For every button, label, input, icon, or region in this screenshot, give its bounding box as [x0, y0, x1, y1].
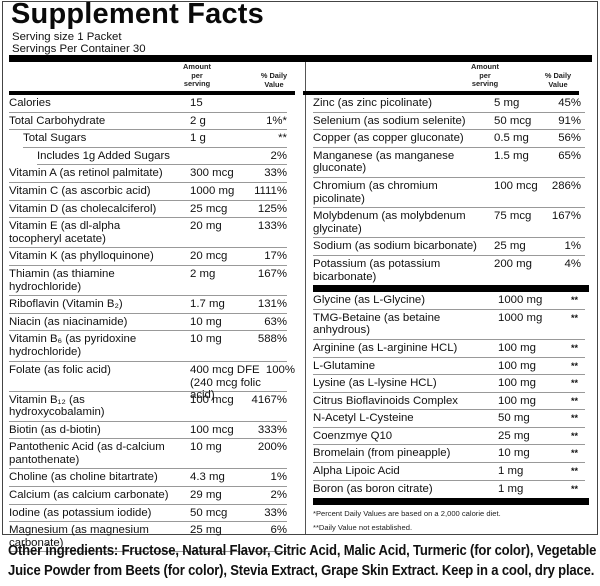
nutrient-row: Vitamin B₁₂ (as hydroxycobalamin) 100 mcg… — [9, 392, 287, 422]
nutrient-row: Total Sugars 1 g ** — [23, 130, 287, 148]
nutrient-row: Choline (as choline bitartrate) 4.3 mg 1% — [9, 469, 287, 488]
nutrient-row: Vitamin B₆ (as pyridoxine hydrochloride)… — [9, 331, 287, 362]
nutrient-row: Riboflavin (Vitamin B₂) 1.7 mg 131% — [9, 296, 287, 314]
ingredient-row: Citrus Bioflavinoids Complex 100 mg ** — [313, 393, 585, 411]
ingredient-row: L-Glutamine 100 mg ** — [313, 358, 585, 376]
ingredient-row: Alpha Lipoic Acid 1 mg ** — [313, 463, 585, 481]
nutrient-row: Calcium (as calcium carbonate) 29 mg 2% — [9, 487, 287, 505]
mineral-row: Manganese (as manganese gluconate) 1.5 mg… — [313, 148, 585, 178]
ingredient-row: Glycine (as L-Glycine) 1000 mg ** — [313, 292, 585, 310]
nutrient-row: Includes 1g Added Sugars 2% — [37, 148, 287, 166]
ingredient-row: Boron (as boron citrate) 1 mg ** — [313, 482, 578, 495]
nutrient-row: Biotin (as d-biotin) 100 mcg 333% — [9, 422, 287, 440]
serving-size: Serving size 1 Packet — [12, 31, 122, 43]
footnote-daily-value: *Percent Daily Values are based on a 2,0… — [313, 509, 501, 519]
nutrient-row: Total Carbohydrate 2 g 1%* — [9, 113, 287, 131]
ingredient-row: Lysine (as L-lysine HCL) 100 mg ** — [313, 375, 585, 393]
nutrient-row: Iodine (as potassium iodide) 50 mcg 33% — [9, 505, 287, 523]
ingredient-row: N-Acetyl L-Cysteine 50 mg ** — [313, 410, 585, 428]
mineral-row: Selenium (as sodium selenite) 50 mcg 91% — [313, 113, 585, 131]
ingredient-row: Arginine (as L-arginine HCL) 100 mg ** — [313, 340, 585, 358]
top-thick-divider — [9, 55, 592, 62]
right-column: Amount per serving % Daily Value Zinc (a… — [303, 62, 592, 533]
column-header: Amount per serving % Daily Value — [9, 62, 295, 91]
nutrient-row: Vitamin A (as retinol palmitate) 300 mcg 3… — [9, 165, 287, 183]
left-column: Amount per serving % Daily Value Calorie… — [9, 62, 295, 553]
nutrient-row: Pantothenic Acid (as d-calcium pantothen… — [9, 439, 287, 470]
nutrient-row: Folate (as folic acid) 400 mcg DFE 100% (24… — [9, 363, 295, 402]
nutrient-row: Calories 15 — [9, 95, 287, 113]
ingredient-row: Coenzmye Q10 25 mg ** — [313, 428, 585, 446]
mineral-row: Zinc (as zinc picolinate) 5 mg 45% — [313, 95, 585, 113]
mineral-row: Sodium (as sodium bicarbonate) 25 mg 1% — [313, 238, 585, 256]
ingredient-row: Bromelain (from pineapple) 10 mg ** — [313, 445, 585, 464]
ingredient-row: TMG-Betaine (as betaine anhydrous) 1000 m… — [313, 310, 585, 340]
footnote-not-established: **Daily Value not established. — [313, 523, 413, 533]
column-divider — [305, 62, 306, 534]
nutrient-row: Magnesium (as magnesium carbonate) 25 mg 6… — [9, 522, 287, 553]
supplement-facts-panel: Supplement Facts Serving size 1 Packet S… — [2, 0, 598, 535]
daily-value-header: % Daily Value — [544, 71, 572, 89]
panel-title: Supplement Facts — [11, 0, 264, 30]
nutrient-row: Vitamin E (as dl-alpha tocopheryl acetat… — [9, 218, 287, 249]
daily-value-header: % Daily Value — [260, 71, 288, 89]
mid-thick-divider — [313, 285, 589, 293]
column-header: Amount per serving % Daily Value — [313, 62, 592, 91]
mineral-row: Molybdenum (as molybdenum glycinate) 75 m… — [313, 208, 585, 239]
header-thick-divider — [303, 91, 579, 95]
nutrient-row: Vitamin D (as cholecalciferol) 25 mcg 125% — [9, 201, 287, 219]
nutrient-row: Thiamin (as thiamine hydrochloride) 2 mg 1… — [9, 266, 287, 297]
mineral-row: Chromium (as chromium picolinate) 100 mcg… — [313, 178, 585, 209]
amount-per-serving-header: Amount per serving — [471, 62, 499, 88]
nutrient-row: Vitamin K (as phylloquinone) 20 mcg 17% — [9, 248, 287, 266]
mineral-row: Potassium (as potassium bicarbonate) 200 … — [313, 257, 581, 283]
header-thick-divider — [9, 91, 295, 95]
nutrient-row: Niacin (as niacinamide) 10 mg 63% — [9, 314, 287, 332]
nutrient-row: Vitamin C (as ascorbic acid) 1000 mg 1111% — [9, 183, 287, 201]
other-ingredients-text: Other ingredients: Fructose, Natural Fla… — [8, 542, 597, 579]
mineral-row: Copper (as copper gluconate) 0.5 mg 56% — [313, 130, 585, 148]
footer-thick-divider — [313, 498, 589, 506]
amount-per-serving-header: Amount per serving — [183, 62, 211, 88]
servings-per-container: Servings Per Container 30 — [12, 43, 146, 55]
